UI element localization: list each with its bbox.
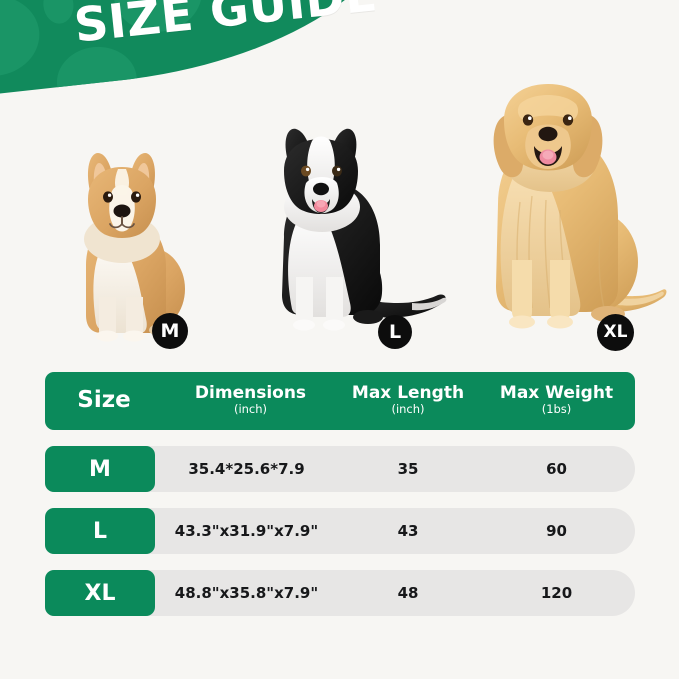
row-size-pill: L [45,508,155,554]
header-max-length-title: Max Length [351,382,465,403]
header-dimensions-title: Dimensions [194,382,307,403]
header-size-title: Size [77,387,131,414]
row-size-pill: M [45,446,155,492]
size-chart-table: Size Dimensions (inch) Max Length (inch)… [45,372,635,616]
table-row: M 35.4*25.6*7.9 35 60 [45,446,635,492]
row-max-length-value: 48 [397,584,419,602]
border-collie-illustration [282,128,447,331]
row-max-weight-value: 60 [546,460,567,478]
golden-retriever-illustration [493,84,667,329]
row-size-label: L [92,518,108,544]
header-max-length-unit: (inch) [391,402,425,417]
header-cell-size: Size [45,387,163,414]
row-max-length-value: 43 [397,522,419,540]
header-cell-dimensions: Dimensions (inch) [163,382,338,418]
row-max-weight-value: 120 [540,584,573,602]
corgi-illustration [84,153,185,342]
size-badge-xl: XL [597,314,634,351]
row-dimensions-value: 43.3"x31.9"x7.9" [174,522,319,540]
header-max-weight-title: Max Weight [499,382,614,403]
header-dimensions-unit: (inch) [233,402,268,417]
dog-corgi [52,147,202,342]
row-size-label: M [89,456,111,482]
size-badge-m-label: M [160,319,180,342]
size-badge-xl-label: XL [603,322,628,342]
size-badge-l: L [378,315,412,349]
row-dimensions-value: 48.8"x35.8"x7.9" [174,584,319,602]
row-max-weight-value: 90 [546,522,567,540]
row-size-label: XL [84,580,116,606]
dog-border-collie [262,127,452,342]
table-header-row: Size Dimensions (inch) Max Length (inch)… [45,372,635,430]
table-row: XL 48.8"x35.8"x7.9" 48 120 [45,570,635,616]
table-row: L 43.3"x31.9"x7.9" 43 90 [45,508,635,554]
row-dimensions-value: 35.4*25.6*7.9 [188,460,305,478]
header-max-weight-unit: (1bs) [541,402,572,417]
header-cell-max-weight: Max Weight (1bs) [478,382,635,418]
dog-illustrations: M [52,76,668,351]
size-badge-l-label: L [388,320,402,343]
dog-golden-retriever [468,76,668,344]
size-badge-m: M [152,313,188,349]
header-cell-max-length: Max Length (inch) [338,382,478,418]
row-size-pill: XL [45,570,155,616]
row-max-length-value: 35 [397,460,419,478]
